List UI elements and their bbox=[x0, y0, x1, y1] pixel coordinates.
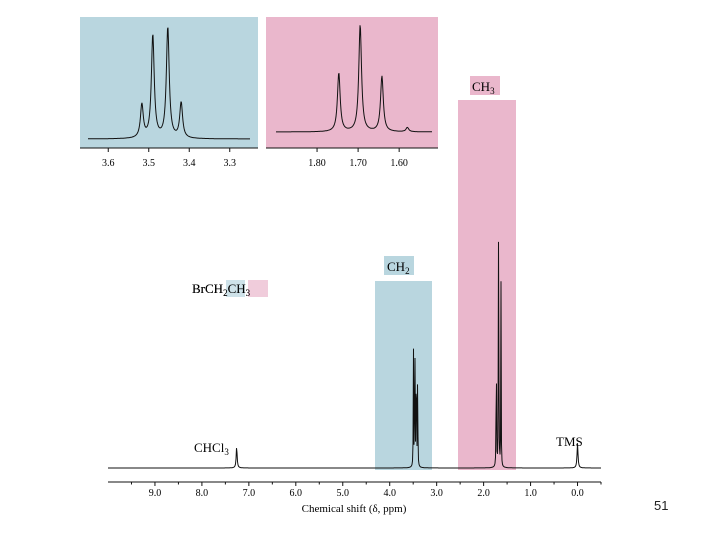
main-tick-label: 6.0 bbox=[290, 488, 303, 499]
inset-ch2-tick-labels: 3.6 3.5 3.4 3.3 bbox=[102, 158, 236, 169]
peak-label-chcl3: CHCl3 bbox=[194, 440, 229, 457]
main-tick-label: 5.0 bbox=[337, 488, 350, 499]
main-tick-marks bbox=[130, 482, 602, 486]
inset-ch2-tick-marks bbox=[107, 148, 231, 152]
main-tick-label: 3.0 bbox=[430, 488, 443, 499]
main-tick-labels: 9.0 8.0 7.0 6.0 5.0 4.0 3.0 2.0 1.0 0.0 bbox=[149, 488, 584, 499]
main-spectrum-trace bbox=[108, 241, 601, 469]
peak-label-ch2: CH2 bbox=[387, 259, 410, 276]
page-number: 51 bbox=[654, 498, 669, 513]
main-tick-label: 4.0 bbox=[383, 488, 396, 499]
main-tick-label: 8.0 bbox=[196, 488, 209, 499]
inset-tick-label: 3.5 bbox=[143, 158, 156, 169]
inset-tick-label: 3.4 bbox=[183, 158, 196, 169]
main-tick-label: 7.0 bbox=[243, 488, 256, 499]
ch2-highlight-band bbox=[375, 281, 432, 470]
ch2-label-highlight bbox=[384, 256, 414, 275]
peak-label-tms: TMS bbox=[556, 434, 583, 449]
ch3-label-highlight bbox=[470, 76, 500, 95]
inset-tick-label: 3.6 bbox=[102, 158, 115, 169]
main-tick-label: 0.0 bbox=[571, 488, 584, 499]
inset-ch3-panel bbox=[266, 17, 438, 148]
inset-ch3-tick-labels: 1.80 1.70 1.60 bbox=[308, 158, 408, 169]
inset-ch3-tick-marks bbox=[316, 148, 400, 152]
peak-label-ch3: CH3 bbox=[472, 79, 495, 96]
inset-ch2-quartet-trace bbox=[88, 27, 250, 140]
inset-tick-label: 1.80 bbox=[308, 158, 326, 169]
x-axis-label: Chemical shift (δ, ppm) bbox=[302, 503, 407, 515]
ch3-highlight-band bbox=[458, 100, 516, 470]
inset-ch3-triplet-trace bbox=[276, 25, 432, 133]
inset-tick-label: 1.70 bbox=[349, 158, 367, 169]
inset-tick-label: 3.3 bbox=[224, 158, 237, 169]
main-tick-label: 9.0 bbox=[149, 488, 162, 499]
compound-formula-overlay: BrCH2CH3 bbox=[192, 281, 251, 298]
main-tick-label: 2.0 bbox=[477, 488, 490, 499]
inset-ch2-panel bbox=[80, 17, 258, 148]
formula-ch3-highlight bbox=[248, 280, 268, 297]
formula-ch2-highlight bbox=[226, 280, 245, 297]
inset-tick-label: 1.60 bbox=[390, 158, 408, 169]
main-tick-label: 1.0 bbox=[524, 488, 537, 499]
